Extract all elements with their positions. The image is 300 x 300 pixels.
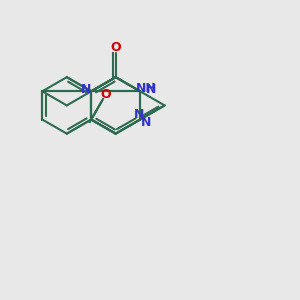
Text: O: O — [110, 41, 121, 54]
Text: N: N — [141, 116, 151, 129]
Text: N: N — [134, 108, 144, 121]
Text: N: N — [81, 83, 91, 96]
Text: NH: NH — [135, 82, 156, 94]
Text: N: N — [146, 83, 156, 96]
Text: O: O — [100, 88, 111, 100]
